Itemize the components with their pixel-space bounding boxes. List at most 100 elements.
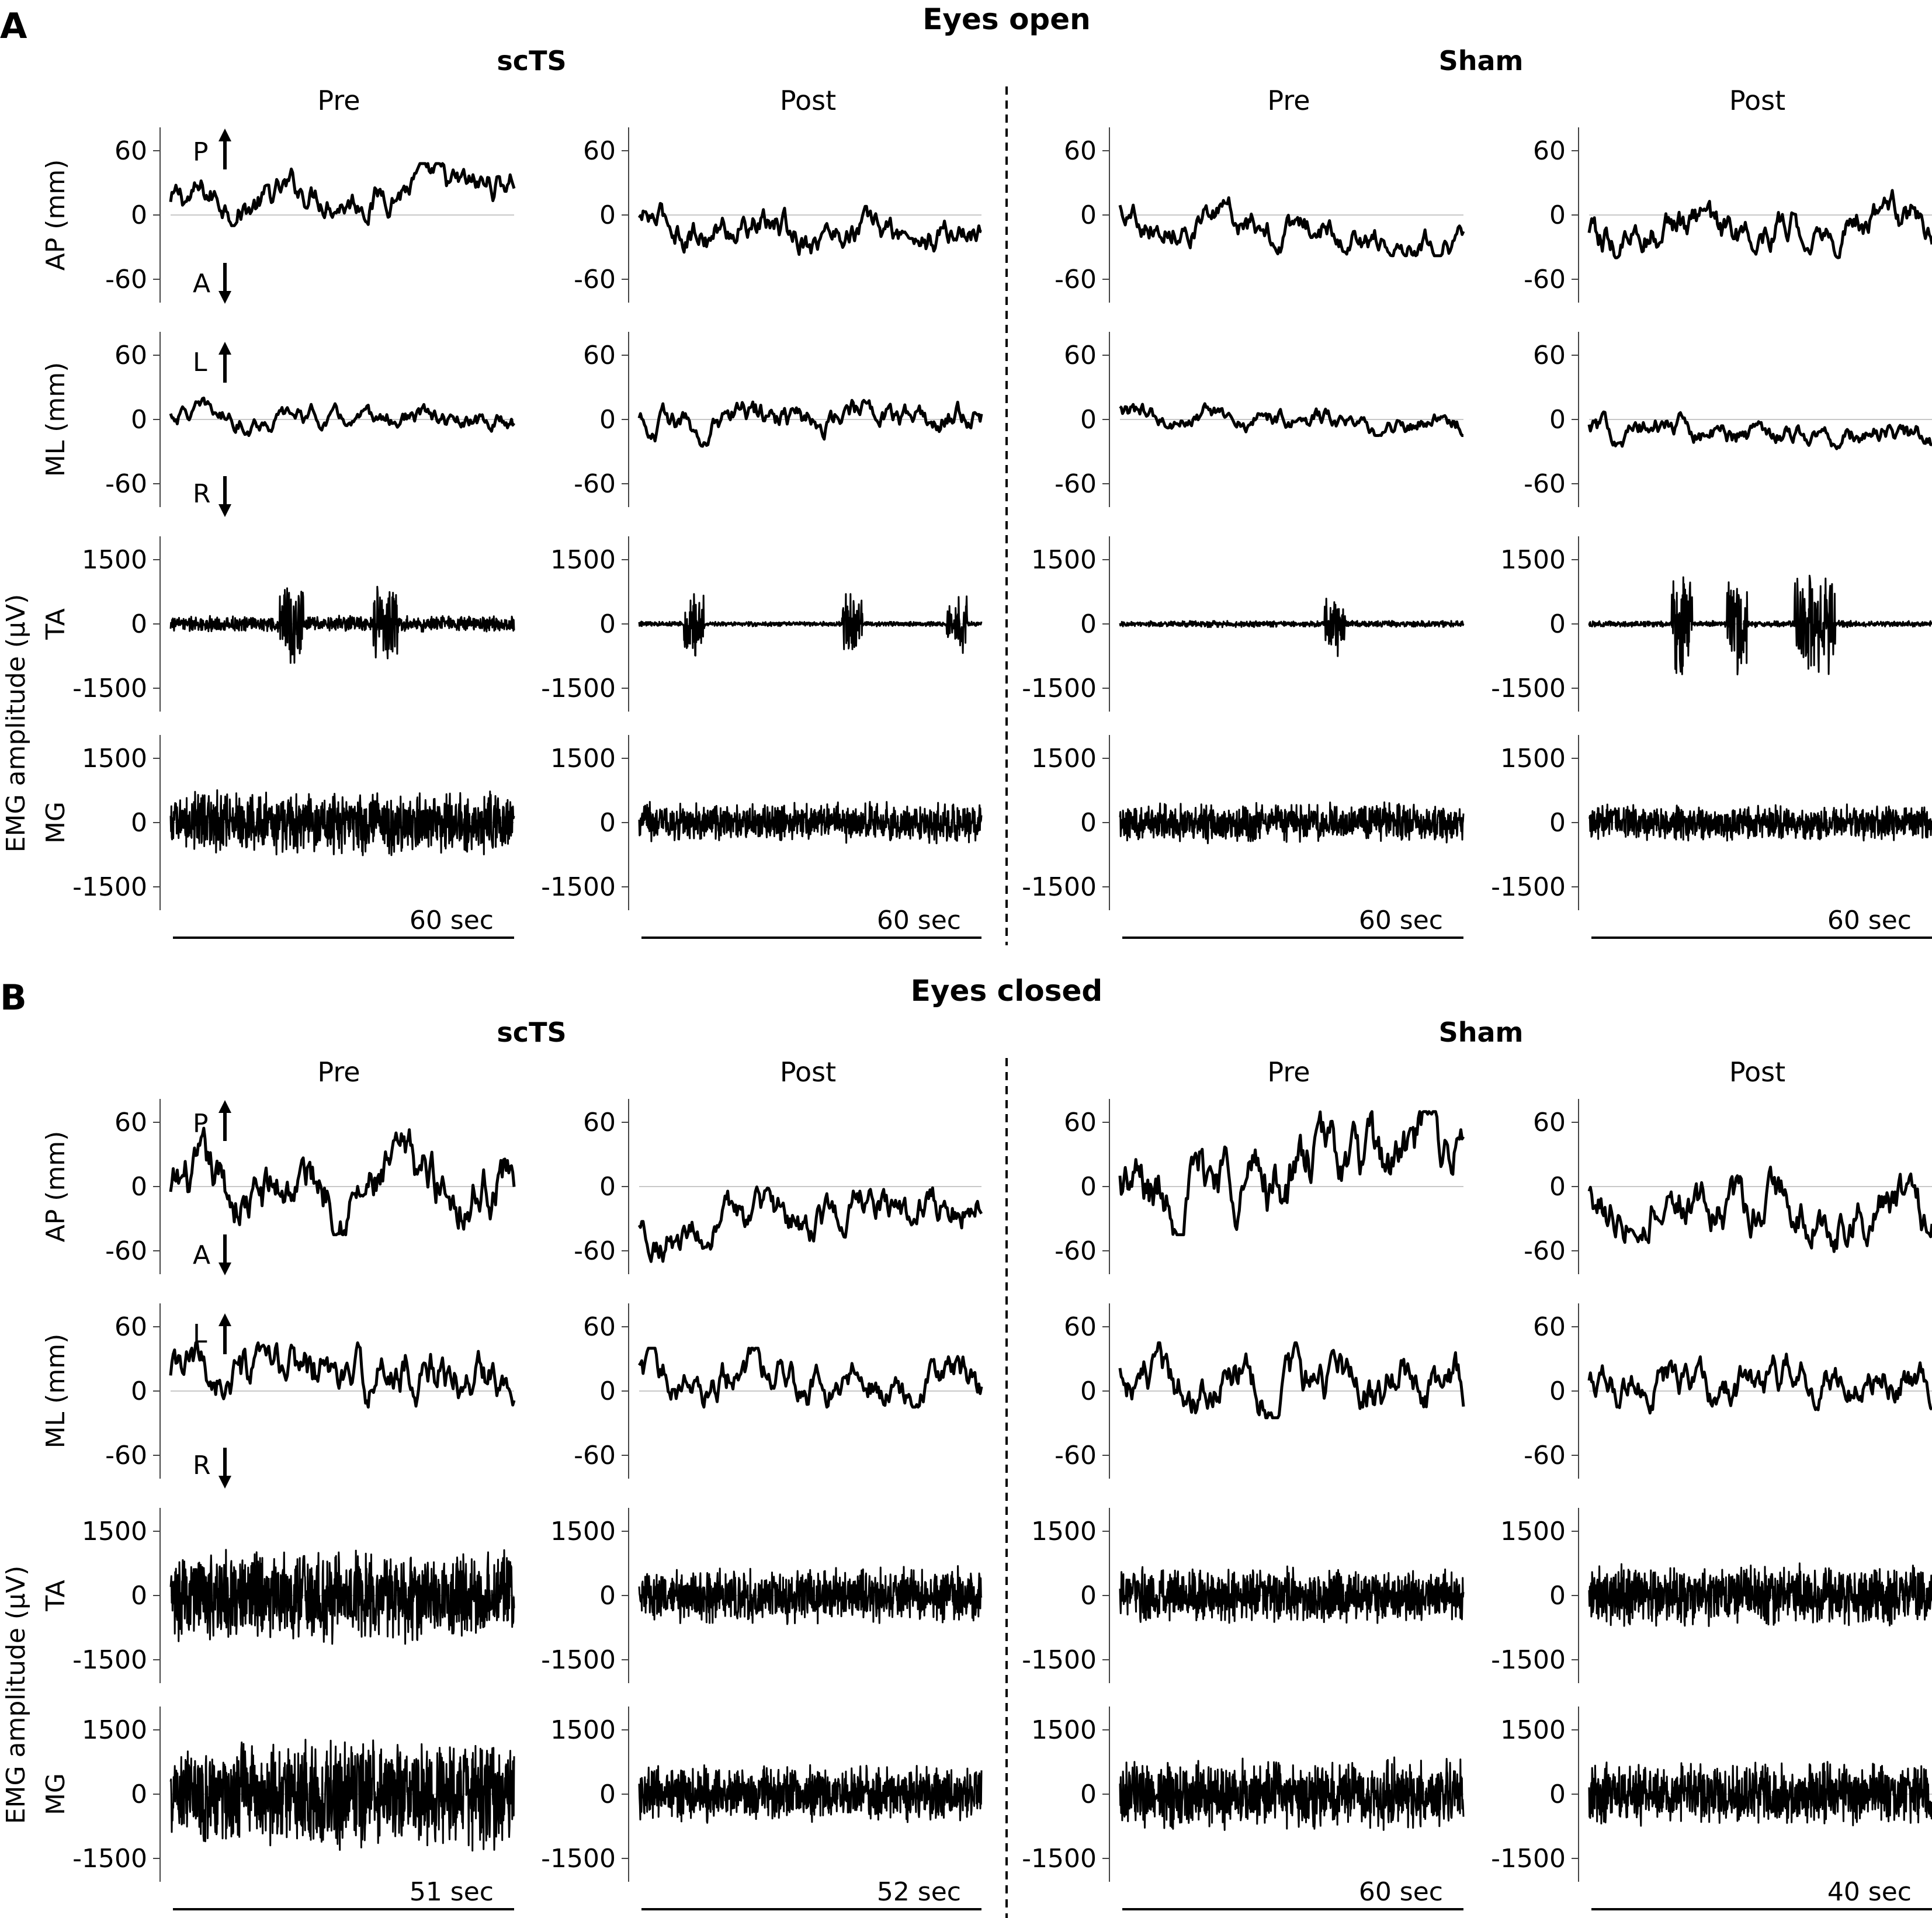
trace-ta bbox=[1119, 598, 1465, 657]
y-tick-label: -1500 bbox=[1022, 872, 1097, 902]
y-tick-label: -60 bbox=[1524, 1441, 1566, 1470]
trace-ta bbox=[638, 1565, 983, 1625]
y-tick-label: 1500 bbox=[550, 1517, 616, 1546]
y-tick-label: 0 bbox=[599, 200, 616, 230]
arrow-up-icon bbox=[218, 129, 231, 169]
y-tick-label: 1500 bbox=[82, 545, 147, 575]
y-tick-label: -60 bbox=[1524, 469, 1566, 499]
trace-ml bbox=[169, 396, 516, 437]
y-tick-label: -60 bbox=[1055, 1236, 1097, 1266]
trace-ml bbox=[1119, 402, 1464, 437]
arrow-up-icon bbox=[218, 342, 231, 383]
y-tick-label: -60 bbox=[1055, 1441, 1097, 1470]
y-tick-label: 0 bbox=[1549, 405, 1566, 435]
y-tick-label: 1500 bbox=[1500, 545, 1566, 575]
y-tick-label: 1500 bbox=[550, 545, 616, 575]
y-tick-label: 0 bbox=[1080, 1376, 1097, 1406]
y-tick-label: 0 bbox=[1549, 808, 1566, 838]
y-tick-label: 60 bbox=[1533, 1312, 1566, 1342]
trace-mg bbox=[1119, 1756, 1465, 1831]
dir-label-a-b: A bbox=[193, 1240, 210, 1270]
col-title-scts-pre-a: Pre bbox=[317, 85, 360, 116]
y-tick-label: 60 bbox=[1064, 136, 1097, 166]
y-tick-label: 0 bbox=[131, 405, 147, 435]
y-tick-label: 0 bbox=[599, 1172, 616, 1202]
y-tick-label: 1500 bbox=[1031, 1715, 1097, 1745]
section-title-eyes-closed: Eyes closed bbox=[911, 974, 1102, 1008]
trace-ap bbox=[637, 1185, 983, 1263]
group-title-sham-a: Sham bbox=[1439, 45, 1524, 77]
y-tick-label: 1500 bbox=[1031, 545, 1097, 575]
y-tick-label: 0 bbox=[1080, 1581, 1097, 1611]
y-tick-label: 0 bbox=[131, 200, 147, 230]
y-tick-label: 0 bbox=[1080, 1780, 1097, 1809]
y-tick-label: -1500 bbox=[541, 1844, 616, 1874]
duration-label: 60 sec bbox=[1359, 1877, 1443, 1907]
y-tick-label: -1500 bbox=[1491, 872, 1566, 902]
duration-label: 60 sec bbox=[410, 906, 494, 935]
y-tick-label: 0 bbox=[1080, 1172, 1097, 1202]
y-tick-label: 1500 bbox=[1031, 744, 1097, 774]
y-tick-label: -1500 bbox=[1022, 674, 1097, 703]
y-tick-label: -60 bbox=[105, 1236, 147, 1266]
y-tick-label: 60 bbox=[115, 136, 147, 166]
trace-ml bbox=[1118, 1341, 1465, 1420]
y-tick-label: 0 bbox=[1080, 405, 1097, 435]
trace-mg bbox=[1588, 803, 1932, 842]
y-tick-label: 0 bbox=[1549, 1376, 1566, 1406]
trace-ml bbox=[169, 1341, 516, 1409]
y-tick-label: 1500 bbox=[1500, 1715, 1566, 1745]
arrow-up-icon bbox=[218, 1100, 231, 1141]
section-title-eyes-open: Eyes open bbox=[922, 2, 1090, 36]
trace-ml bbox=[1587, 1352, 1932, 1415]
arrow-up-icon bbox=[218, 1313, 231, 1354]
y-tick-label: 60 bbox=[115, 1312, 147, 1342]
y-tick-label: 60 bbox=[115, 1108, 147, 1137]
group-title-scts-a: scTS bbox=[497, 45, 566, 77]
y-tick-label: 0 bbox=[1080, 609, 1097, 639]
y-tick-label: 60 bbox=[583, 1312, 616, 1342]
y-tick-label: 0 bbox=[599, 808, 616, 838]
col-title-sham-post-a: Post bbox=[1729, 85, 1785, 116]
y-tick-label: -1500 bbox=[541, 674, 616, 703]
y-tick-label: -1500 bbox=[1491, 1844, 1566, 1874]
y-tick-label: -60 bbox=[1524, 1236, 1566, 1266]
panel-letter-a: A bbox=[0, 6, 27, 47]
col-title-scts-post-b: Post bbox=[780, 1056, 836, 1088]
y-tick-label: 0 bbox=[1549, 1780, 1566, 1809]
y-tick-label: 0 bbox=[599, 405, 616, 435]
col-title-sham-pre-a: Pre bbox=[1267, 85, 1310, 116]
y-tick-label: 1500 bbox=[1500, 744, 1566, 774]
y-tick-label: 1500 bbox=[550, 744, 616, 774]
y-tick-label: 0 bbox=[1549, 1172, 1566, 1202]
trace-ap bbox=[1587, 1166, 1932, 1253]
arrow-down-icon bbox=[218, 263, 231, 304]
plots-layer: 60 0 -60 60 0 -60 60 0 -60 60 0 -60 60 0 -60 60 0 -60 60 0 -… bbox=[72, 127, 1932, 1910]
y-tick-label: 1500 bbox=[550, 1715, 616, 1745]
y-tick-label: -60 bbox=[1055, 265, 1097, 294]
trace-ml bbox=[637, 1347, 983, 1409]
y-tick-label: 1500 bbox=[1031, 1517, 1097, 1546]
dir-label-l-a: L bbox=[193, 348, 207, 377]
y-tick-label: -60 bbox=[1524, 265, 1566, 294]
ylabel-mg-a: MG bbox=[41, 802, 71, 844]
col-title-sham-post-b: Post bbox=[1729, 1056, 1785, 1088]
trace-ap bbox=[1118, 196, 1465, 258]
y-tick-label: 60 bbox=[1064, 341, 1097, 370]
ylabel-ml-a: ML (mm) bbox=[41, 362, 71, 477]
duration-label: 60 sec bbox=[1359, 906, 1443, 935]
dir-label-p-a: P bbox=[193, 137, 209, 167]
y-tick-label: -1500 bbox=[1491, 1645, 1566, 1675]
y-tick-label: 60 bbox=[1533, 341, 1566, 370]
y-tick-label: 1500 bbox=[82, 1517, 147, 1546]
y-tick-label: 0 bbox=[131, 1376, 147, 1406]
y-tick-label: -1500 bbox=[72, 1844, 147, 1874]
y-tick-label: 0 bbox=[599, 1376, 616, 1406]
duration-label: 51 sec bbox=[410, 1877, 494, 1907]
ylabel-mg-b: MG bbox=[41, 1773, 71, 1815]
y-tick-label: -1500 bbox=[541, 872, 616, 902]
arrow-down-icon bbox=[218, 1448, 231, 1489]
y-tick-label: 0 bbox=[131, 1581, 147, 1611]
y-tick-label: -1500 bbox=[72, 1645, 147, 1675]
